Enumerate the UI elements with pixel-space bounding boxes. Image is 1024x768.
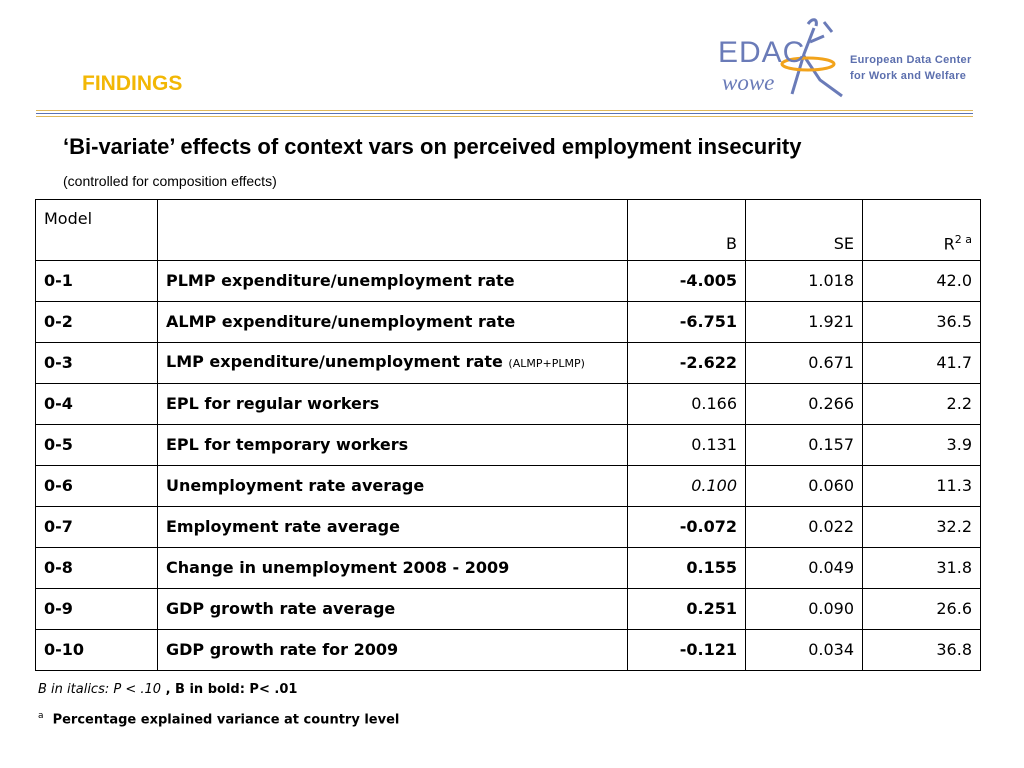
cell-r2: 2.2: [862, 383, 981, 425]
cell-variable-label: GDP growth rate average: [166, 599, 396, 618]
cell-variable: Employment rate average: [157, 506, 628, 548]
cell-variable: GDP growth rate for 2009: [157, 629, 628, 671]
cell-variable-label: Employment rate average: [166, 517, 400, 536]
header-r2: R2 a: [862, 199, 981, 261]
header-model: Model: [35, 199, 158, 261]
cell-variable: PLMP expenditure/unemployment rate: [157, 260, 628, 302]
logo-wowe-text: wowe: [722, 70, 775, 95]
cell-se: 0.022: [745, 506, 863, 548]
cell-b: -0.121: [627, 629, 746, 671]
edac-logo: EDAC wowe European Data Center for Work …: [712, 14, 982, 106]
header-r2-superscript: 2 a: [954, 232, 972, 246]
footnote-r2-text: Percentage explained variance at country…: [52, 712, 400, 728]
cell-r2: 32.2: [862, 506, 981, 548]
footnote-r2-marker: a: [38, 711, 44, 721]
cell-r2: 36.5: [862, 301, 981, 343]
logo-tagline-1: European Data Center: [850, 54, 972, 66]
cell-b: 0.131: [627, 424, 746, 466]
cell-r2: 26.6: [862, 588, 981, 630]
cell-b: 0.166: [627, 383, 746, 425]
cell-se: 0.090: [745, 588, 863, 630]
cell-model: 0-10: [35, 629, 158, 671]
header-variable: [157, 199, 628, 261]
table-row: 0-5 EPL for temporary workers 0.131 0.157 3.…: [35, 424, 981, 466]
table-row: 0-6 Unemployment rate average 0.100 0.060 11…: [35, 465, 981, 507]
logo-edac-text: EDAC: [718, 36, 806, 69]
cell-variable: EPL for temporary workers: [157, 424, 628, 466]
cell-variable: Change in unemployment 2008 - 2009: [157, 547, 628, 589]
table-row: 0-1 PLMP expenditure/unemployment rate -4.…: [35, 260, 981, 302]
cell-variable: GDP growth rate average: [157, 588, 628, 630]
cell-model: 0-2: [35, 301, 158, 343]
table-row: 0-3 LMP expenditure/unemployment rate (AL…: [35, 342, 981, 384]
footnote-italic-legend: B in italics: P < .10: [38, 682, 162, 697]
cell-model: 0-6: [35, 465, 158, 507]
footnote-bold-legend: , B in bold: P< .01: [161, 682, 298, 697]
cell-variable: ALMP expenditure/unemployment rate: [157, 301, 628, 343]
cell-se: 0.060: [745, 465, 863, 507]
table-row: 0-8 Change in unemployment 2008 - 2009 0.1…: [35, 547, 981, 589]
cell-r2: 3.9: [862, 424, 981, 466]
cell-variable-label: EPL for temporary workers: [166, 435, 409, 454]
cell-b: -2.622: [627, 342, 746, 384]
cell-se: 0.049: [745, 547, 863, 589]
cell-model: 0-4: [35, 383, 158, 425]
cell-b: 0.155: [627, 547, 746, 589]
cell-model: 0-5: [35, 424, 158, 466]
header-se: SE: [745, 199, 863, 261]
cell-r2: 36.8: [862, 629, 981, 671]
cell-model: 0-3: [35, 342, 158, 384]
cell-variable-label: PLMP expenditure/unemployment rate: [166, 271, 515, 290]
table-row: 0-10 GDP growth rate for 2009 -0.121 0.034 3…: [35, 629, 981, 671]
header-b: B: [627, 199, 746, 261]
cell-variable-note: (ALMP+PLMP): [508, 357, 585, 370]
cell-model: 0-9: [35, 588, 158, 630]
cell-se: 0.266: [745, 383, 863, 425]
cell-variable-label: EPL for regular workers: [166, 394, 380, 413]
table-header-row: Model B SE R2 a: [35, 199, 981, 261]
header-divider: [36, 116, 973, 117]
figure-with-ring-icon: [780, 18, 843, 98]
cell-variable-label: Unemployment rate average: [166, 476, 425, 495]
table-row: 0-9 GDP growth rate average 0.251 0.090 26.6: [35, 588, 981, 630]
header-divider: [36, 113, 973, 114]
cell-se: 0.671: [745, 342, 863, 384]
cell-b: -0.072: [627, 506, 746, 548]
cell-model: 0-8: [35, 547, 158, 589]
slide-subtitle-note: (controlled for composition effects): [63, 173, 277, 189]
cell-r2: 42.0: [862, 260, 981, 302]
table-row: 0-2 ALMP expenditure/unemployment rate -6.…: [35, 301, 981, 343]
section-title: FINDINGS: [82, 72, 183, 95]
cell-b: -4.005: [627, 260, 746, 302]
cell-variable-label: GDP growth rate for 2009: [166, 640, 399, 659]
cell-b: 0.251: [627, 588, 746, 630]
cell-se: 0.034: [745, 629, 863, 671]
cell-variable-label: Change in unemployment 2008 - 2009: [166, 558, 510, 577]
table-row: 0-7 Employment rate average -0.072 0.022 32.…: [35, 506, 981, 548]
table-row: 0-4 EPL for regular workers 0.166 0.266 2.2: [35, 383, 981, 425]
cell-variable: EPL for regular workers: [157, 383, 628, 425]
logo-tagline-2: for Work and Welfare: [850, 70, 967, 82]
cell-b: -6.751: [627, 301, 746, 343]
cell-r2: 31.8: [862, 547, 981, 589]
cell-variable: Unemployment rate average: [157, 465, 628, 507]
footnote-r2: a Percentage explained variance at count…: [38, 711, 399, 727]
footnote-significance: B in italics: P < .10 , B in bold: P< .0…: [38, 682, 297, 697]
cell-model: 0-1: [35, 260, 158, 302]
cell-b: 0.100: [627, 465, 746, 507]
cell-se: 1.018: [745, 260, 863, 302]
slide-title: ‘Bi-variate’ effects of context vars on …: [63, 134, 802, 159]
header-divider: [36, 110, 973, 111]
cell-model: 0-7: [35, 506, 158, 548]
cell-variable: LMP expenditure/unemployment rate (ALMP+…: [157, 342, 628, 384]
cell-r2: 41.7: [862, 342, 981, 384]
cell-variable-label: LMP expenditure/unemployment rate: [166, 352, 503, 371]
cell-se: 1.921: [745, 301, 863, 343]
header-r2-label: R: [943, 234, 955, 253]
cell-r2: 11.3: [862, 465, 981, 507]
cell-variable-label: ALMP expenditure/unemployment rate: [166, 312, 516, 331]
cell-se: 0.157: [745, 424, 863, 466]
results-table: Model B SE R2 a 0-1 PLMP expenditure/unem…: [35, 199, 981, 671]
